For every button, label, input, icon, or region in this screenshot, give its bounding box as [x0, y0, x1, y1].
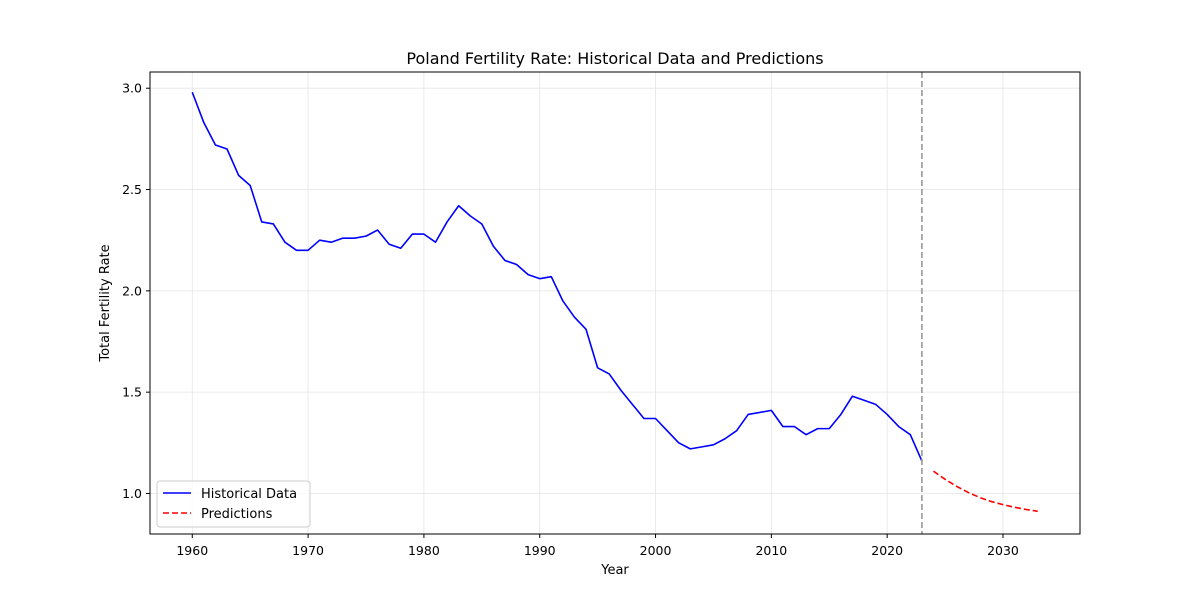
plot-lines — [191, 91, 1038, 513]
x-tick-label: 1990 — [524, 543, 556, 558]
chart-title: Poland Fertility Rate: Historical Data a… — [406, 49, 823, 68]
x-tick-label: 2010 — [755, 543, 787, 558]
x-tick-label: 1980 — [408, 543, 440, 558]
y-tick-label: 2.5 — [122, 182, 142, 197]
y-tick-label: 1.5 — [122, 385, 142, 400]
x-tick-label: 2000 — [640, 543, 672, 558]
y-axis-label: Total Fertility Rate — [98, 244, 113, 362]
ticks: 1960 1970 1980 1990 2000 2010 2020 2030 1.0 1.5 2.… — [122, 81, 1019, 558]
x-tick-label: 2020 — [871, 543, 903, 558]
x-tick-label: 2030 — [987, 543, 1019, 558]
series-line-historical — [191, 91, 923, 462]
legend: Historical Data Predictions — [156, 480, 311, 528]
y-tick-label: 1.0 — [122, 486, 142, 501]
legend-label-historical: Historical Data — [201, 487, 297, 502]
y-tick-label: 2.0 — [122, 283, 142, 298]
series-line-predictions — [933, 470, 1038, 513]
x-tick-label: 1960 — [176, 543, 208, 558]
x-axis-label: Year — [600, 563, 629, 578]
legend-box — [156, 480, 311, 528]
y-tick-label: 3.0 — [122, 81, 142, 96]
legend-label-predictions: Predictions — [201, 507, 273, 522]
plot-frame — [149, 71, 1081, 535]
x-tick-label: 1970 — [292, 543, 324, 558]
grid — [150, 72, 1080, 534]
